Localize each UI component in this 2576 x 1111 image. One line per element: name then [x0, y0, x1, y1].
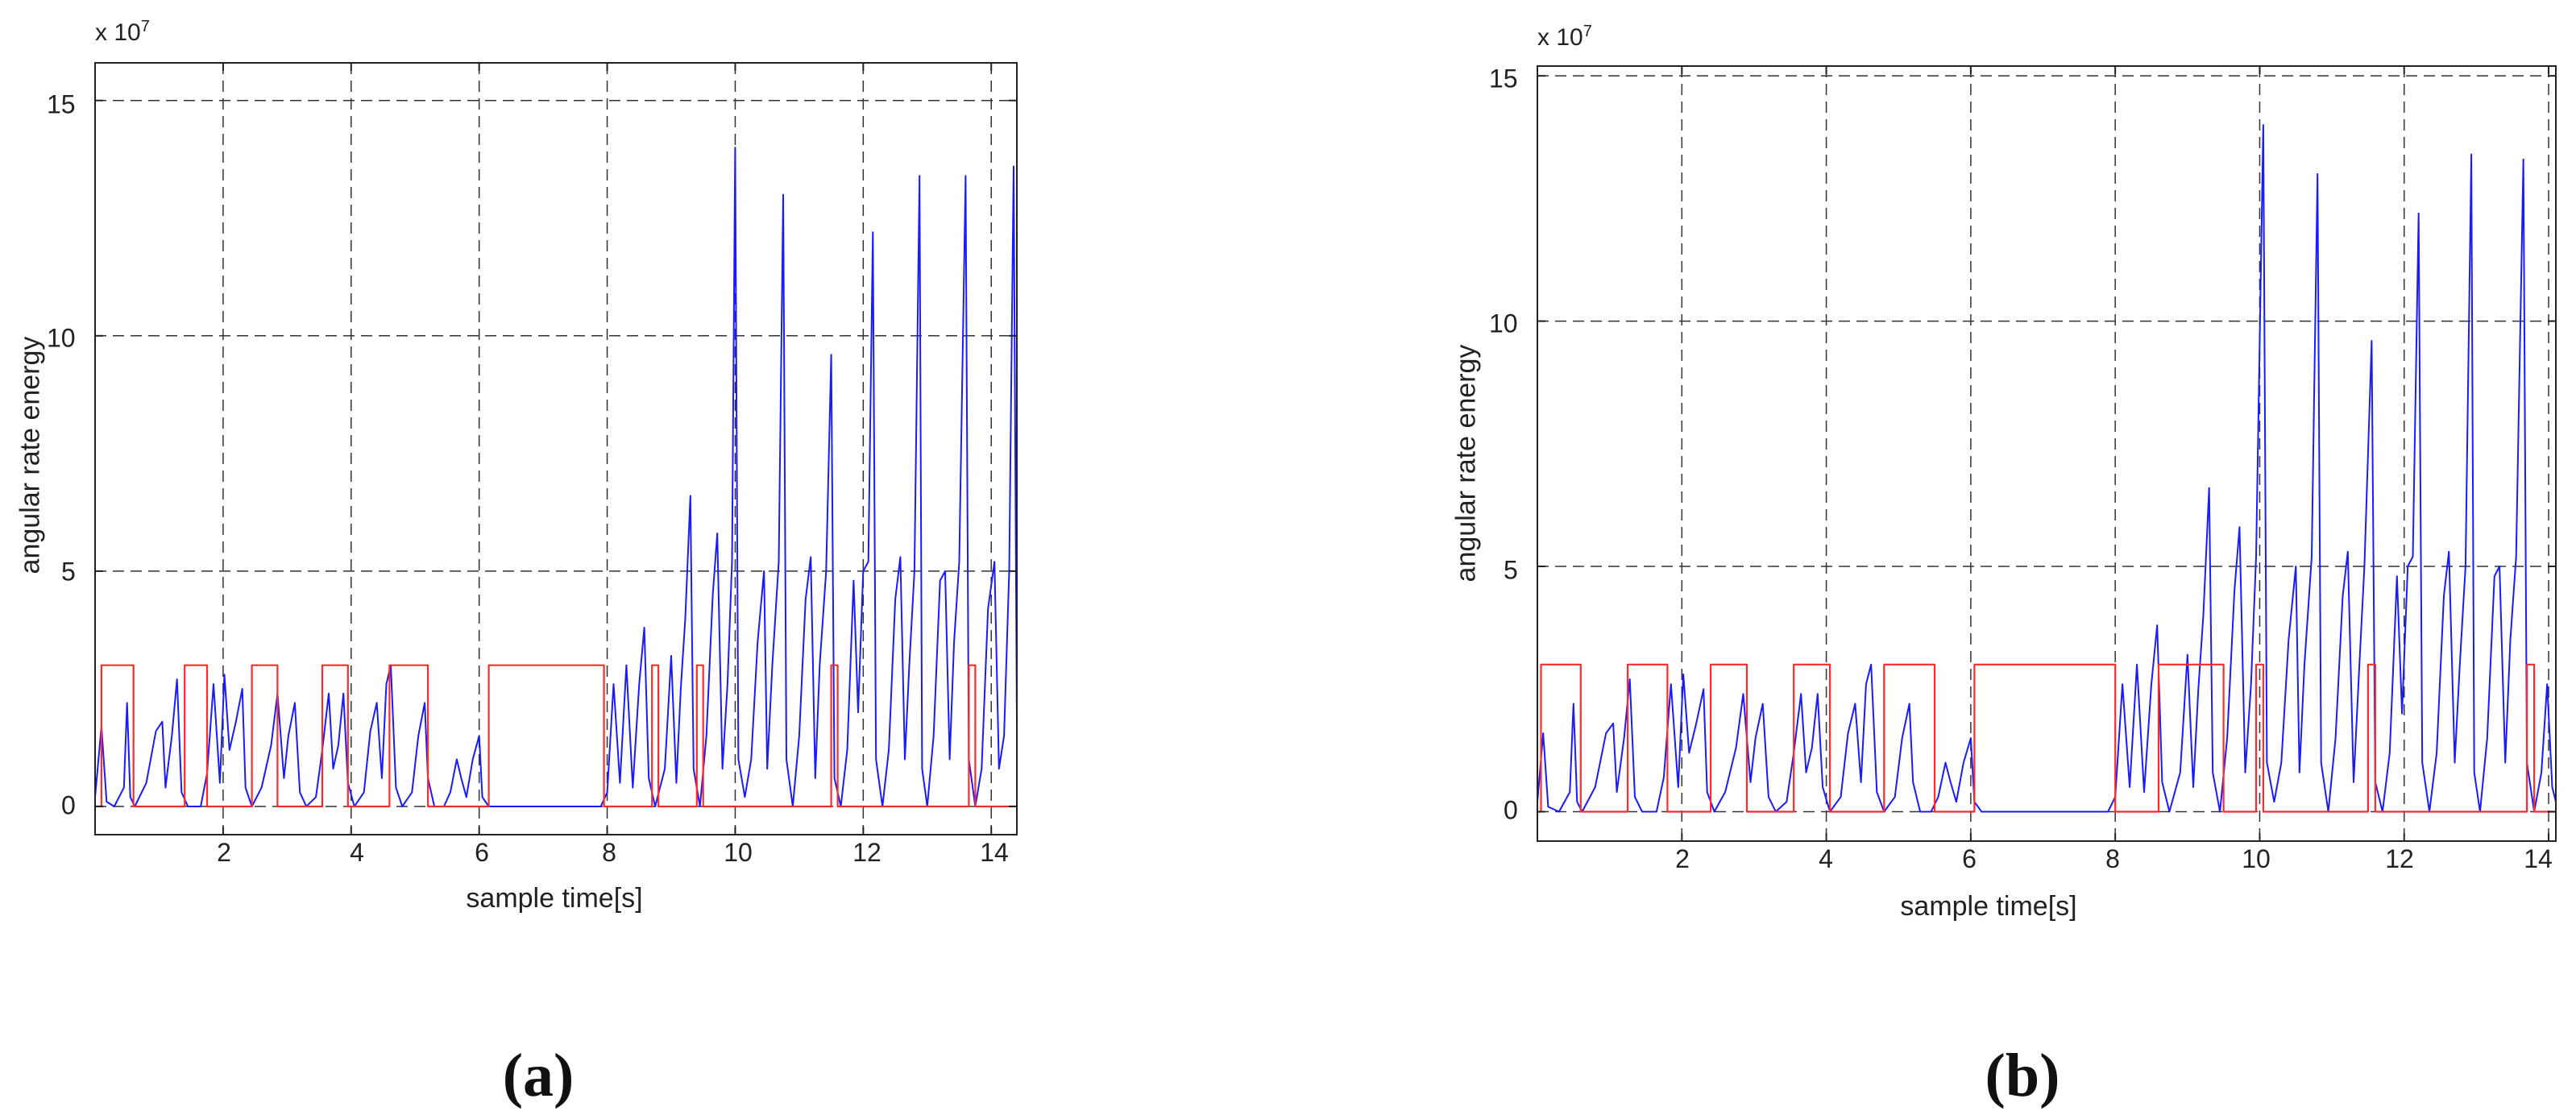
y-exponent-label-b: x 107 [1537, 23, 1592, 52]
y-tick-label: 15 [47, 89, 76, 119]
series-line-red [95, 664, 1017, 808]
x-tick-label: 2 [217, 838, 231, 867]
y-tick-label: 10 [1489, 309, 1518, 338]
plot-area-b [1537, 65, 2557, 842]
y-exponent-base-b: x 10 [1537, 24, 1583, 51]
axes-frame [94, 62, 1018, 835]
plot-area-a [94, 62, 1018, 835]
x-axis-label-b: sample time[s] [1900, 891, 2077, 922]
x-tick-label: 14 [2524, 844, 2553, 873]
x-tick-label: 8 [602, 838, 616, 867]
y-axis-label-b: angular rate energy [1450, 344, 1482, 582]
x-tick-label: 8 [2105, 844, 2120, 873]
x-tick-label: 10 [724, 838, 753, 867]
x-tick-label: 6 [1962, 844, 1977, 873]
series-line-blue [1537, 124, 2557, 813]
x-tick-label: 10 [2242, 844, 2271, 873]
y-tick-label: 10 [47, 323, 76, 353]
x-tick-label: 12 [2385, 844, 2414, 873]
series-line-blue [94, 147, 1018, 807]
y-exponent-label-a: x 107 [95, 18, 150, 47]
axes-frame [1537, 65, 2557, 842]
x-axis-label-a: sample time[s] [466, 883, 643, 914]
y-tick-label: 0 [1504, 795, 1518, 825]
x-tick-label: 2 [1675, 844, 1690, 873]
x-tick-label: 4 [350, 838, 364, 867]
y-tick-label: 0 [61, 790, 76, 820]
x-tick-label: 12 [852, 838, 881, 867]
y-tick-label: 15 [1489, 64, 1518, 93]
panel-caption-b: (b) [1985, 1042, 2060, 1109]
y-exponent-power-b: 7 [1583, 23, 1592, 40]
y-exponent-base-a: x 10 [95, 19, 141, 46]
y-exponent-power-a: 7 [140, 18, 150, 35]
x-tick-label: 4 [1819, 844, 1833, 873]
y-tick-label: 5 [61, 557, 76, 587]
x-tick-label: 14 [980, 838, 1009, 867]
y-tick-label: 5 [1504, 555, 1518, 585]
x-tick-label: 6 [475, 838, 489, 867]
series-line-red [1537, 663, 2556, 813]
